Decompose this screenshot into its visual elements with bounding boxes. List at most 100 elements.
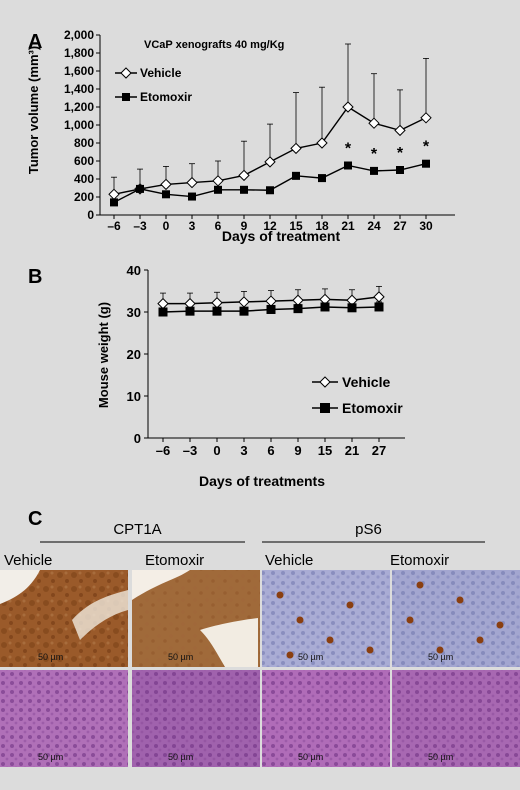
column-label: Vehicle xyxy=(4,552,52,569)
scale-bar-label: 50 µm xyxy=(428,652,453,662)
chart-b-xtick-label: 0 xyxy=(213,443,220,458)
chart-a-significance-mark: * xyxy=(345,141,352,158)
chart-b-xtick-label: 21 xyxy=(345,443,359,458)
legend-a-vehicle-marker xyxy=(120,67,132,79)
chart-a-xtick-label: 27 xyxy=(393,219,407,233)
chart-a-xtick-label: 21 xyxy=(341,219,355,233)
chart-b-point-vehicle xyxy=(265,295,277,307)
chart-a-point-vehicle xyxy=(186,176,198,189)
scale-bar-label: 50 µm xyxy=(298,752,323,762)
chart-a-point-vehicle xyxy=(212,175,224,187)
chart-a-ytick-label: 1,000 xyxy=(64,118,94,132)
ps6-positive-nucleus xyxy=(416,581,424,589)
chart-a-ytick-label: 800 xyxy=(74,136,94,150)
chart-a-point-vehicle xyxy=(160,178,172,191)
chart-a-xtick-label: 24 xyxy=(367,219,381,233)
chart-b-point-vehicle xyxy=(292,294,304,306)
legend-b-vehicle-label: Vehicle xyxy=(342,374,390,390)
chart-a-xtick-label: 0 xyxy=(163,219,170,233)
chart-a-xtick-label: 9 xyxy=(241,219,248,233)
chart-b-ytick-label: 0 xyxy=(134,431,141,446)
panel-c-letter: C xyxy=(28,508,42,530)
chart-b-point-vehicle xyxy=(211,297,223,309)
chart-b-xtick-label: –3 xyxy=(183,443,197,458)
chart-b-point-etomoxir xyxy=(158,307,168,317)
chart-a-ytick-label: 1,800 xyxy=(64,46,94,60)
ps6-positive-nucleus xyxy=(436,646,444,654)
chart-a-point-vehicle xyxy=(342,101,354,113)
chart-a-point-vehicle xyxy=(420,112,432,124)
histology-panel: C CPT1A pS6 Vehicle Etomoxir Vehicle Etomoxir… xyxy=(0,508,520,767)
scale-bar-label: 50 µm xyxy=(298,652,323,662)
tumor-volume-chart: A VCaP xenografts 40 mg/Kg 0 200 400 600 800… xyxy=(26,28,455,244)
ps6-positive-nucleus xyxy=(456,596,464,604)
chart-a-xlabel: Days of treatment xyxy=(222,228,341,244)
chart-a-point-etomoxir xyxy=(318,174,326,183)
ps6-positive-nucleus xyxy=(326,636,334,644)
chart-b-xtick-label: 27 xyxy=(372,443,386,458)
chart-b-point-etomoxir xyxy=(347,303,357,313)
chart-a-point-etomoxir xyxy=(214,185,222,194)
chart-a-annotation: VCaP xenografts 40 mg/Kg xyxy=(144,39,284,51)
chart-a-point-vehicle xyxy=(108,188,120,201)
micrograph-he-texture xyxy=(132,670,260,767)
chart-a-xtick-label: –6 xyxy=(107,219,121,233)
chart-b-ytick-label: 20 xyxy=(127,347,141,362)
ps6-positive-nucleus xyxy=(296,616,304,624)
chart-b-point-etomoxir xyxy=(266,304,276,314)
scale-bar-label: 50 µm xyxy=(168,652,193,662)
panel-b-letter: B xyxy=(28,266,42,288)
chart-a-significance-mark: * xyxy=(397,145,404,162)
chart-a-series-line xyxy=(113,163,427,204)
panel-a-letter: A xyxy=(28,31,42,53)
chart-a-ytick-label: 1,600 xyxy=(64,64,94,78)
chart-a-point-etomoxir xyxy=(162,190,170,199)
micrograph-background-area xyxy=(0,570,40,604)
group-label-cpt1a: CPT1A xyxy=(113,521,161,538)
legend-a-etomoxir-marker xyxy=(122,93,130,101)
ps6-positive-nucleus xyxy=(406,616,414,624)
chart-a-ytick-label: 200 xyxy=(74,190,94,204)
micrograph-he-texture xyxy=(262,670,390,767)
chart-a-point-etomoxir xyxy=(396,166,404,174)
chart-b-xtick-label: 15 xyxy=(318,443,332,458)
ps6-positive-nucleus xyxy=(286,651,294,659)
legend-b-etomoxir-label: Etomoxir xyxy=(342,400,403,416)
scale-bar-label: 50 µm xyxy=(428,752,453,762)
chart-b-point-etomoxir xyxy=(320,302,330,312)
chart-b-point-vehicle xyxy=(373,291,385,303)
scale-bar-label: 50 µm xyxy=(168,752,193,762)
chart-a-point-vehicle xyxy=(394,124,406,137)
chart-a-point-etomoxir xyxy=(188,192,196,201)
column-label: Vehicle xyxy=(265,552,313,569)
chart-b-xtick-label: 3 xyxy=(240,443,247,458)
chart-b-xtick-label: –6 xyxy=(156,443,170,458)
chart-b-point-vehicle xyxy=(157,297,169,310)
chart-a-significance-mark: * xyxy=(423,139,430,156)
chart-a-xtick-label: 18 xyxy=(315,219,329,233)
chart-a-ytick-label: 2,000 xyxy=(64,28,94,42)
micrograph-he-texture xyxy=(392,670,520,767)
ps6-positive-nucleus xyxy=(496,621,504,629)
ps6-positive-nucleus xyxy=(366,646,374,654)
chart-a-point-etomoxir xyxy=(344,161,352,170)
scale-bar-label: 50 µm xyxy=(38,652,63,662)
chart-a-xtick-label: 15 xyxy=(289,219,303,233)
chart-a-ylabel: Tumor volume (mm³) xyxy=(26,46,41,174)
chart-b-ytick-label: 30 xyxy=(127,305,141,320)
chart-a-point-vehicle xyxy=(290,142,302,155)
chart-a-xtick-label: 12 xyxy=(263,219,277,233)
chart-b-xlabel: Days of treatments xyxy=(199,473,325,489)
micrograph-background-area xyxy=(72,590,128,640)
legend-b-etomoxir-marker xyxy=(320,403,330,413)
chart-b-ytick-label: 40 xyxy=(127,263,141,278)
chart-a-point-vehicle xyxy=(238,169,250,182)
chart-b-xtick-label: 9 xyxy=(294,443,301,458)
chart-a-ytick-label: 1,200 xyxy=(64,100,94,114)
mouse-weight-chart: B 0 10 20 30 40 –6 –3 0 3 6 9 15 21 27 Vehicle Etomoxir… xyxy=(28,263,405,489)
micrograph-he-texture xyxy=(0,670,128,767)
chart-a-xtick-label: –3 xyxy=(133,219,147,233)
micrograph-background-area xyxy=(132,570,190,600)
chart-b-point-etomoxir xyxy=(212,306,222,316)
